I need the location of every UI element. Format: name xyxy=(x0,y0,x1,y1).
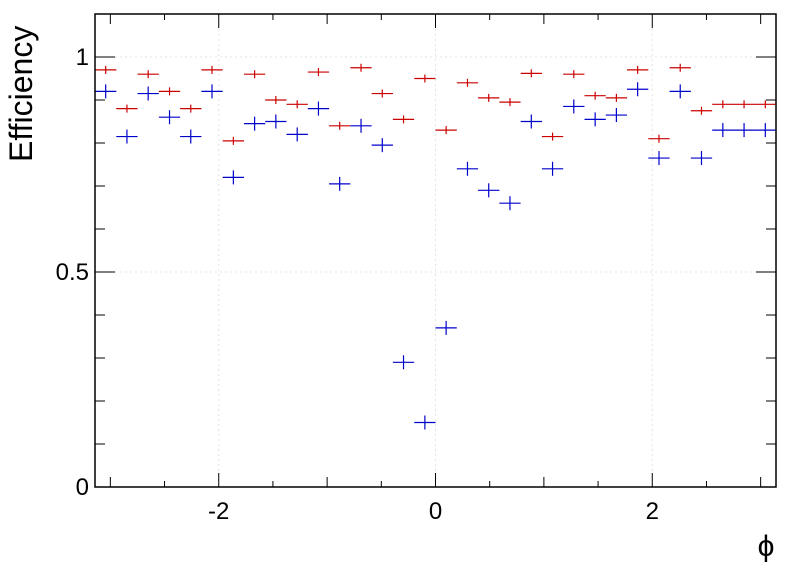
y-tick-label: 1 xyxy=(76,44,89,71)
data-point-series-1 xyxy=(563,70,585,79)
data-point-series-2 xyxy=(456,161,479,176)
data-point-series-2 xyxy=(605,108,628,123)
data-point-series-1 xyxy=(478,93,500,102)
data-point-series-1 xyxy=(520,69,542,78)
data-point-series-2 xyxy=(669,84,691,99)
data-point-series-2 xyxy=(371,138,393,153)
data-point-series-2 xyxy=(265,114,287,129)
data-point-series-1 xyxy=(350,63,372,72)
data-point-series-1 xyxy=(371,89,393,98)
data-point-series-1 xyxy=(116,104,138,113)
data-point-series-2 xyxy=(541,161,564,176)
data-point-series-2 xyxy=(712,123,734,138)
data-point-series-1 xyxy=(712,100,734,109)
data-point-series-1 xyxy=(541,132,564,141)
data-point-series-2 xyxy=(137,86,159,101)
y-axis-title: Efficiency xyxy=(3,26,39,162)
data-point-series-1 xyxy=(201,65,223,74)
tick-labels: -2 0 2 0 0.5 1 xyxy=(56,44,659,525)
data-point-series-2 xyxy=(307,101,330,116)
x-tick-label: 2 xyxy=(646,498,659,525)
data-point-series-1 xyxy=(669,63,691,72)
data-point-series-2 xyxy=(392,355,415,370)
data-point-series-2 xyxy=(690,151,713,166)
data-point-series-2 xyxy=(95,84,117,99)
data-point-series-1 xyxy=(158,87,181,96)
data-point-series-2 xyxy=(754,123,776,138)
axis-ticks xyxy=(95,13,776,488)
data-point-series-1 xyxy=(243,70,266,79)
y-tick-label: 0 xyxy=(76,474,89,501)
x-axis-title: ϕ xyxy=(758,530,775,563)
data-point-series-2 xyxy=(243,116,266,131)
data-points xyxy=(95,63,776,430)
grid-lines xyxy=(95,14,776,487)
data-point-series-1 xyxy=(329,121,351,130)
data-point-series-1 xyxy=(392,115,415,124)
data-point-series-2 xyxy=(222,170,245,185)
data-point-series-2 xyxy=(350,118,372,133)
data-point-series-1 xyxy=(626,65,649,74)
data-point-series-2 xyxy=(414,415,436,430)
data-point-series-1 xyxy=(95,65,117,74)
data-point-series-1 xyxy=(222,136,245,145)
data-point-series-2 xyxy=(158,110,181,125)
x-tick-label: 0 xyxy=(429,498,442,525)
data-point-series-2 xyxy=(563,99,585,114)
data-point-series-1 xyxy=(265,96,287,104)
data-point-series-1 xyxy=(648,134,670,143)
data-point-series-1 xyxy=(286,100,308,109)
data-point-series-2 xyxy=(584,112,606,127)
data-point-series-2 xyxy=(478,183,500,198)
data-point-series-1 xyxy=(137,70,159,79)
data-point-series-1 xyxy=(307,68,330,77)
data-point-series-1 xyxy=(733,100,755,109)
data-point-series-2 xyxy=(435,320,457,335)
data-point-series-2 xyxy=(520,114,542,129)
y-tick-label: 0.5 xyxy=(56,259,89,286)
data-point-series-1 xyxy=(180,104,202,113)
data-point-series-2 xyxy=(626,82,649,97)
data-point-series-1 xyxy=(456,78,479,87)
data-point-series-2 xyxy=(180,129,202,144)
data-point-series-2 xyxy=(116,129,138,144)
data-point-series-2 xyxy=(286,127,308,142)
data-point-series-1 xyxy=(690,106,713,115)
data-point-series-2 xyxy=(648,151,670,166)
data-point-series-1 xyxy=(414,74,436,83)
data-point-series-2 xyxy=(201,84,223,99)
data-point-series-2 xyxy=(733,123,755,138)
x-tick-label: -2 xyxy=(208,498,229,525)
data-point-series-1 xyxy=(754,100,776,109)
data-point-series-1 xyxy=(435,126,457,135)
data-point-series-2 xyxy=(499,196,521,211)
data-point-series-1 xyxy=(499,98,521,107)
data-point-series-1 xyxy=(605,93,628,102)
data-point-series-1 xyxy=(584,91,606,100)
data-point-series-2 xyxy=(329,176,351,191)
